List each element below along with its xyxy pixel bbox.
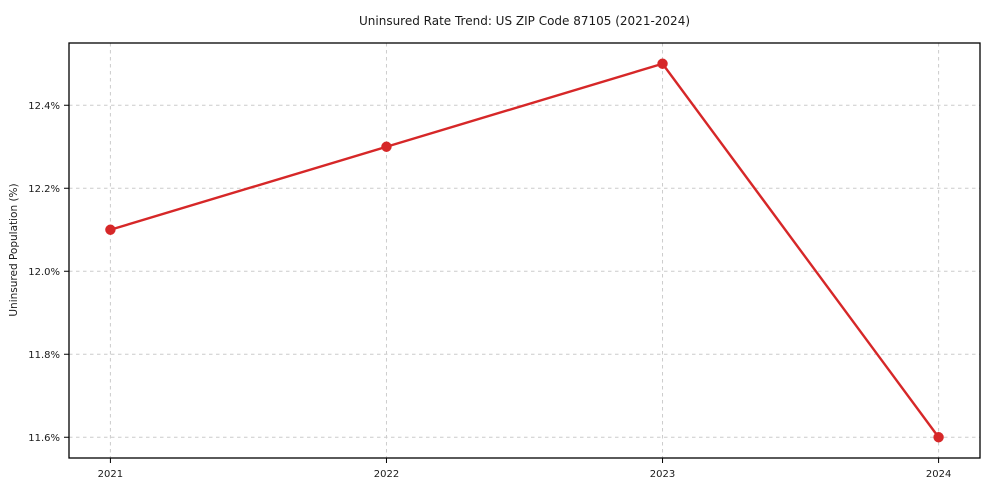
- y-tick-label: 12.2%: [28, 184, 60, 195]
- data-point: [381, 141, 392, 152]
- chart-title: Uninsured Rate Trend: US ZIP Code 87105 …: [358, 14, 691, 28]
- trend-line: [109, 62, 940, 439]
- y-tick-label: 12.0%: [28, 267, 60, 278]
- plot-border: [68, 42, 981, 459]
- y-tick-label: 12.4%: [28, 101, 60, 112]
- data-point: [105, 224, 116, 235]
- x-tick-label: 2021: [98, 469, 123, 480]
- y-tick-label: 11.6%: [28, 433, 60, 444]
- data-point: [657, 58, 668, 69]
- data-point: [933, 432, 944, 443]
- y-tick-label: 11.8%: [28, 350, 60, 361]
- x-tick-label: 2024: [926, 469, 951, 480]
- x-tick-label: 2023: [650, 469, 675, 480]
- x-tick-label: 2022: [374, 469, 399, 480]
